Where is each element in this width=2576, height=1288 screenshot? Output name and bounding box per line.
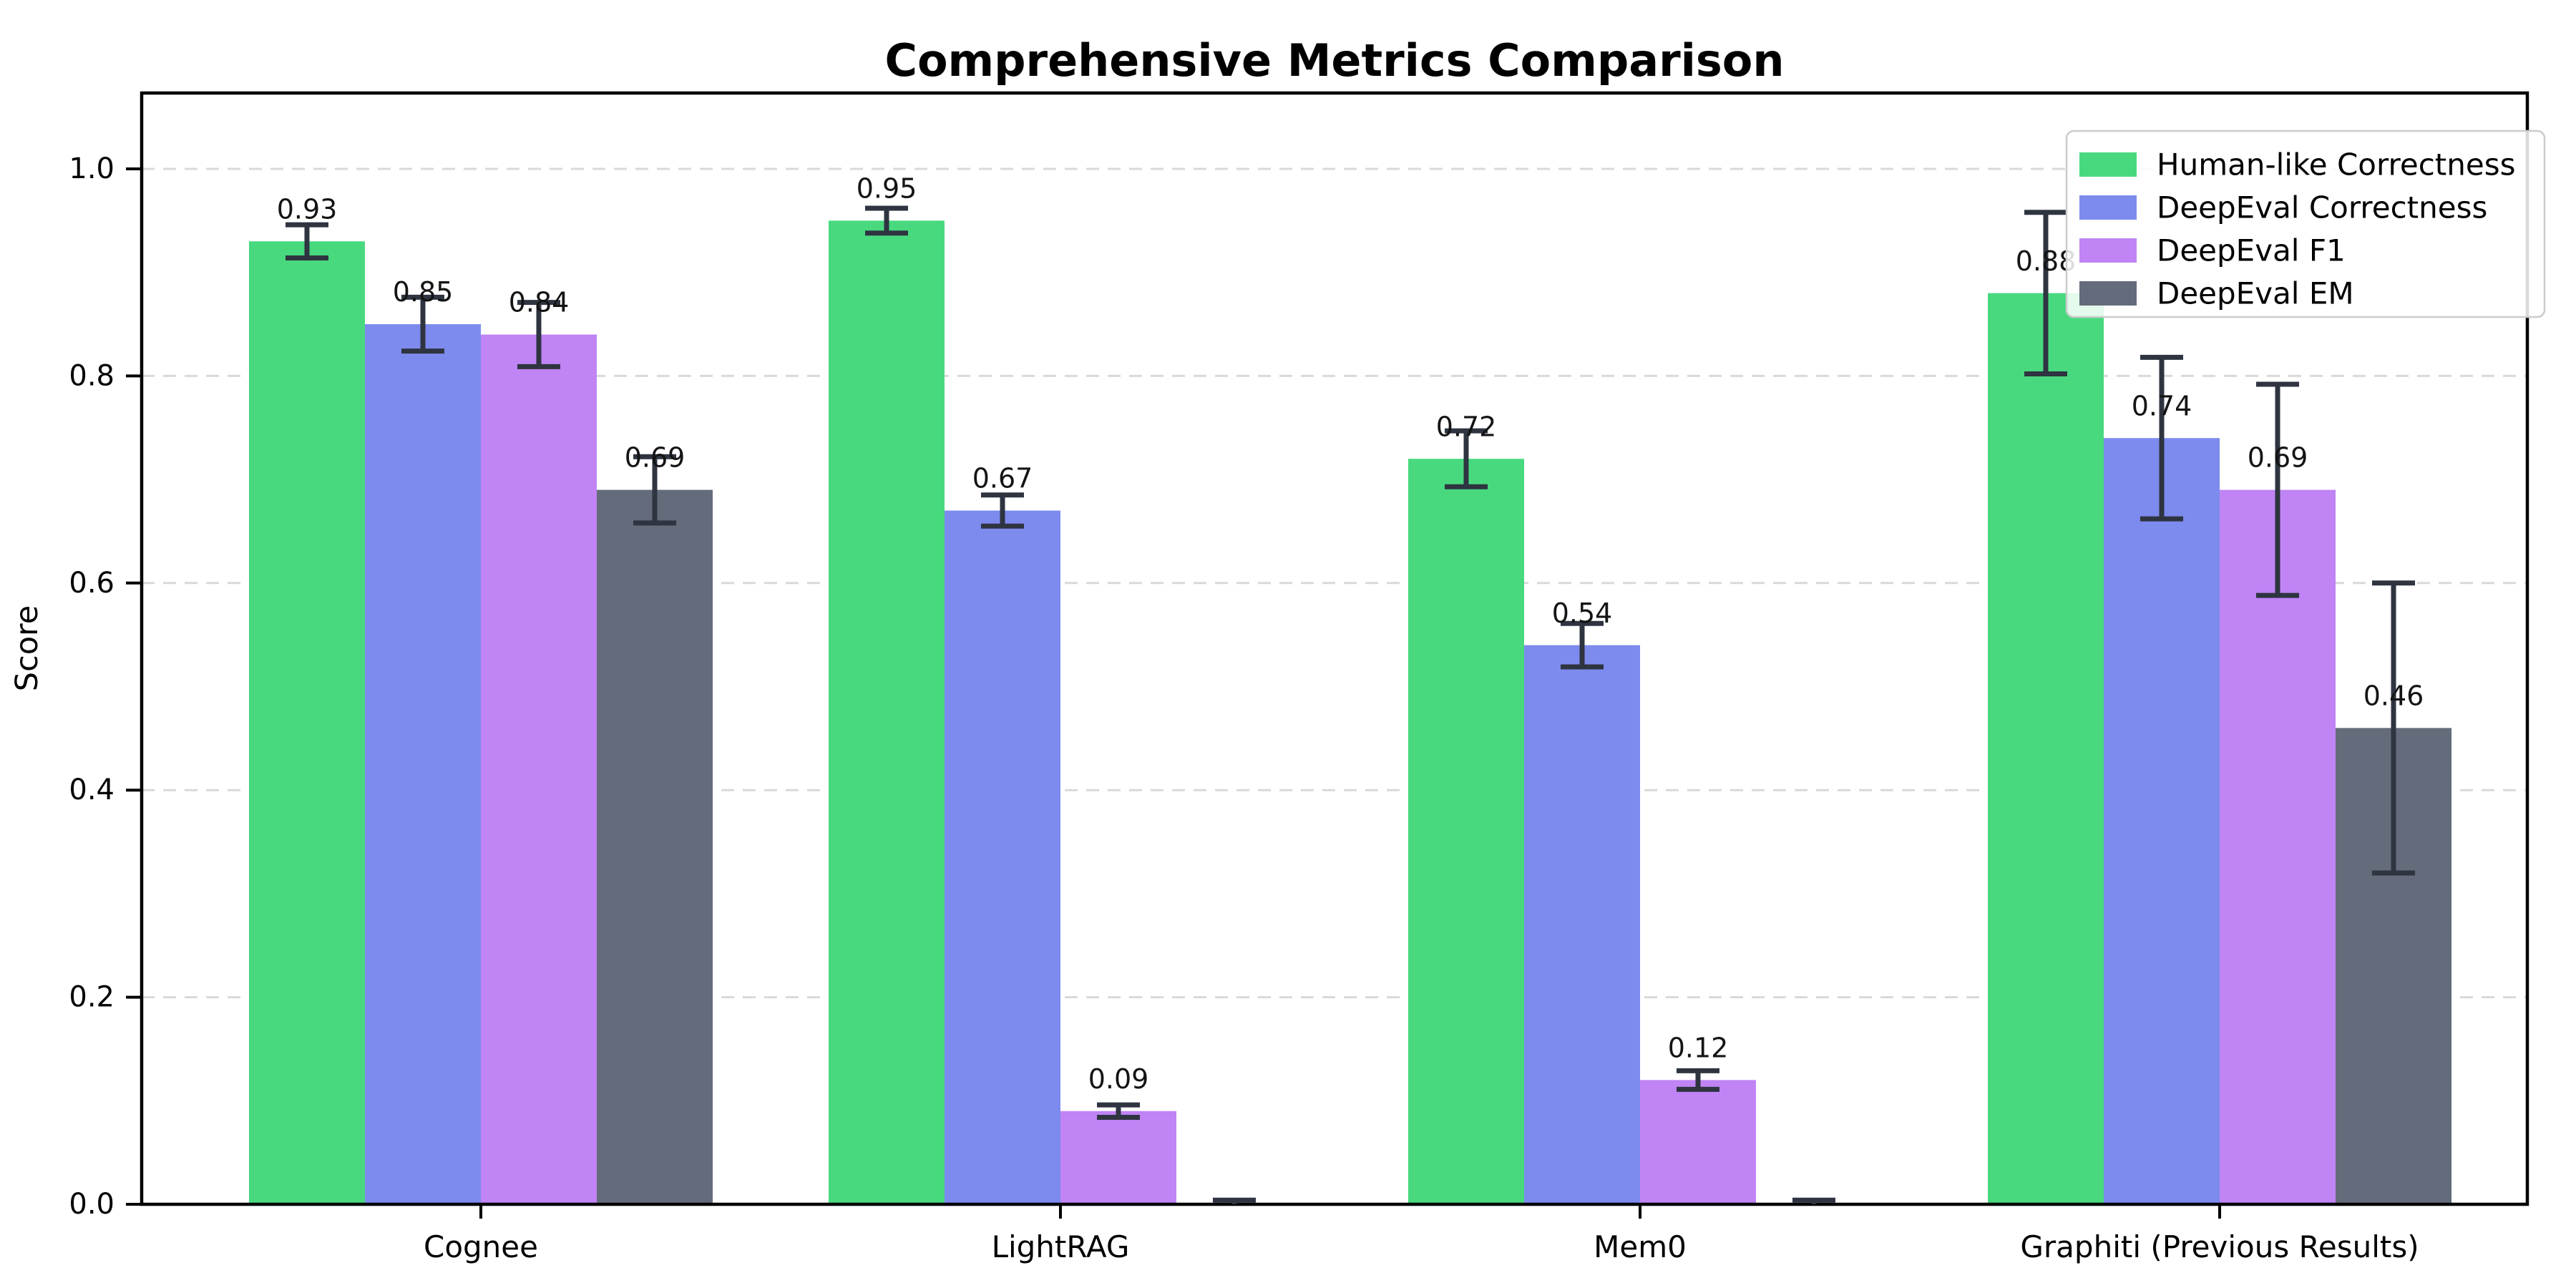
y-tick-label: 1.0 [69, 152, 114, 185]
x-tick-label: Mem0 [1594, 1229, 1687, 1264]
bar [249, 241, 365, 1204]
bar [1524, 645, 1640, 1204]
y-tick-label: 0.2 [69, 981, 114, 1014]
value-label: 0.67 [972, 463, 1033, 494]
legend-swatch [2079, 281, 2137, 306]
value-label: 0.85 [393, 276, 454, 308]
plot-frame [140, 91, 2529, 1206]
bar [1408, 459, 1524, 1205]
legend-label: DeepEval Correctness [2157, 190, 2487, 225]
x-tick-label: Graphiti (Previous Results) [2020, 1229, 2419, 1264]
chart-title: Comprehensive Metrics Comparison [884, 34, 1784, 87]
bar [829, 220, 945, 1205]
y-axis-label: Score [9, 605, 45, 691]
y-tick-label: 0.6 [69, 567, 114, 600]
value-label: 0.95 [857, 172, 917, 204]
error-bars [286, 205, 2415, 1204]
x-tick-label: Cognee [424, 1229, 538, 1264]
value-label: 0.69 [2248, 442, 2308, 474]
bar [1640, 1080, 1756, 1204]
bars [249, 220, 2451, 1205]
value-labels: 0.930.950.720.880.850.670.540.740.840.09… [277, 172, 2424, 1094]
bar [365, 324, 481, 1204]
value-label: 0.74 [2132, 390, 2192, 421]
legend-item: DeepEval F1 [2079, 233, 2346, 268]
bar [481, 334, 597, 1204]
value-label: 0.84 [509, 287, 570, 318]
legend-box [2065, 130, 2546, 318]
legend-item: DeepEval Correctness [2079, 190, 2487, 225]
legend-label: DeepEval F1 [2157, 233, 2346, 268]
legend-swatch [2079, 195, 2137, 220]
x-tick-label: LightRAG [992, 1229, 1130, 1264]
legend-swatch [2079, 152, 2137, 177]
y-tick-label: 0.0 [69, 1188, 114, 1221]
legend-item: Human-like Correctness [2079, 147, 2516, 182]
y-tick-label: 0.4 [69, 774, 114, 806]
bar [1060, 1111, 1176, 1204]
bar [597, 489, 713, 1204]
value-label: 0.09 [1088, 1063, 1149, 1095]
legend-swatch [2079, 238, 2137, 263]
bar [2104, 438, 2220, 1204]
bar [1988, 293, 2104, 1204]
value-label: 0.12 [1668, 1033, 1729, 1064]
value-label: 0.72 [1436, 411, 1497, 442]
legend-label: Human-like Correctness [2157, 147, 2516, 182]
bar [2220, 489, 2336, 1204]
axes: 0.0 0.2 0.4 0.6 0.8 1.0 Cognee LightRAG Mem0 Grap… [69, 91, 2529, 1264]
legend: Human-like Correctness DeepEval Correctne… [2065, 130, 2546, 318]
value-label: 0.93 [277, 193, 338, 225]
value-label: 0.54 [1552, 597, 1613, 629]
value-label: 0.46 [2363, 680, 2424, 712]
y-tick-label: 0.8 [69, 359, 114, 392]
bar [945, 510, 1060, 1204]
legend-label: DeepEval EM [2157, 276, 2354, 311]
legend-item: DeepEval EM [2079, 276, 2354, 311]
value-label: 0.69 [625, 442, 686, 474]
